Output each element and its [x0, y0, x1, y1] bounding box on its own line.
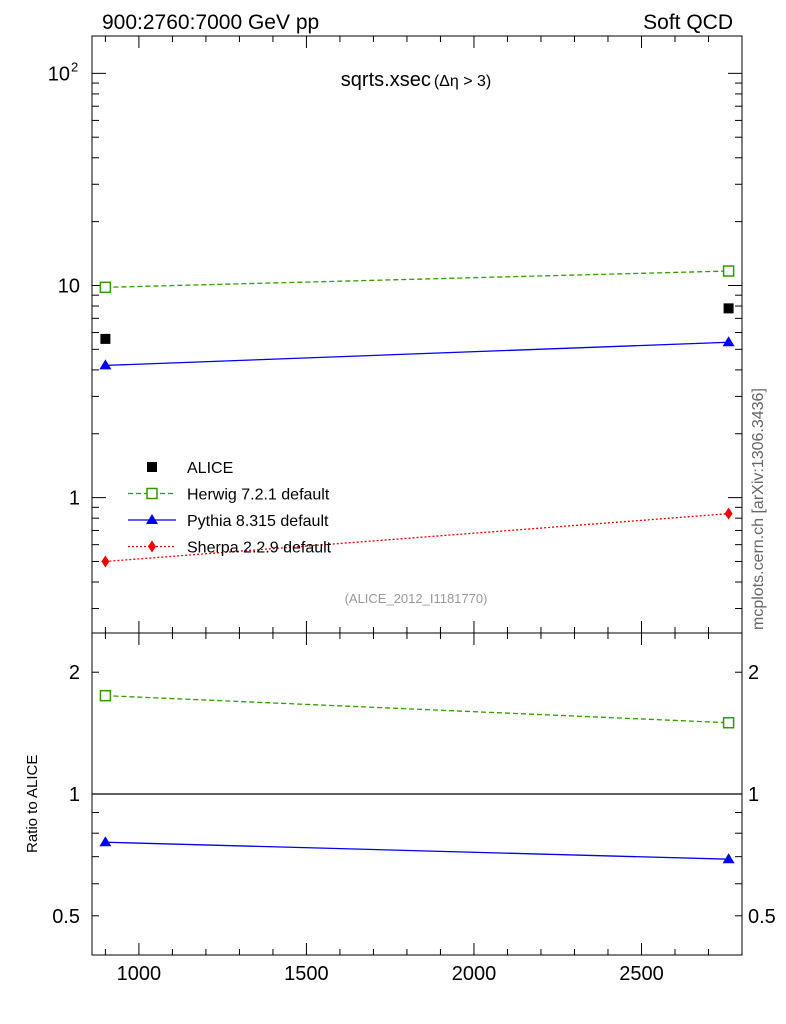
main-point-pythia-8-315-default	[722, 336, 735, 347]
legend-marker-sherpa-2-2-9-default	[148, 540, 156, 553]
ratio-y-tick-label-right: 0.5	[748, 906, 776, 928]
x-tick-label: 2500	[619, 963, 664, 985]
ratio-y-tick-label-right: 1	[748, 784, 759, 806]
main-series-line-sherpa-2-2-9-default	[105, 513, 729, 563]
main-point-alice	[100, 333, 111, 344]
legend-marker-alice	[147, 462, 157, 472]
header-right-label: Soft QCD	[643, 11, 733, 34]
legend-label-pythia-8-315-default: Pythia 8.315 default	[187, 513, 329, 530]
main-plot-title: sqrts.xsec (Δη > 3)	[341, 69, 491, 91]
main-plot-title-text: sqrts.xsec	[341, 69, 431, 91]
legend-label-herwig-7-2-1-default: Herwig 7.2.1 default	[187, 487, 330, 504]
main-series-line-pythia-8-315-default	[105, 341, 729, 367]
ratio-panel: 1000 1500 2000 2500 0.5 0.5 1 1 2 2	[52, 632, 776, 985]
legend-marker-herwig-7-2-1-default	[146, 487, 158, 500]
main-y-tick-label-exponent: 2	[71, 59, 78, 74]
ratio-point-herwig-7-2-1-default	[99, 689, 112, 702]
ratio-y-tick-label-left: 2	[69, 662, 80, 684]
main-point-herwig-7-2-1-default	[99, 281, 112, 294]
main-point-sherpa-2-2-9-default	[724, 507, 733, 520]
legend-label-alice: ALICE	[187, 460, 233, 477]
main-point-alice	[723, 303, 734, 314]
ratio-y-tick-label-right: 2	[748, 662, 759, 684]
ratio-point-pythia-8-315-default	[99, 836, 112, 847]
ratio-point-pythia-8-315-default	[722, 853, 735, 864]
ratio-series-line-herwig-7-2-1-default	[105, 695, 729, 724]
x-tick-label: 1000	[117, 963, 162, 985]
header-left-label: 900:2760:7000 GeV pp	[102, 11, 319, 34]
main-y-tick-label: 10	[48, 63, 70, 85]
ratio-y-tick-label-left: 1	[69, 784, 80, 806]
ratio-y-axis-label: Ratio to ALICE	[24, 755, 41, 853]
main-plot-title-suffix: (Δη > 3)	[434, 73, 491, 90]
legend-label-sherpa-2-2-9-default: Sherpa 2.2.9 default	[187, 540, 332, 557]
ratio-series-line-pythia-8-315-default	[105, 841, 729, 860]
main-point-sherpa-2-2-9-default	[101, 555, 110, 568]
x-tick-label: 1500	[284, 963, 329, 985]
main-y-tick-label: 1	[69, 488, 80, 510]
side-source-label: mcplots.cern.ch [arXiv:1306.3436]	[750, 388, 767, 630]
main-point-herwig-7-2-1-default	[722, 265, 735, 277]
analysis-label: (ALICE_2012_I1181770)	[345, 591, 488, 606]
ratio-point-herwig-7-2-1-default	[722, 717, 735, 729]
x-tick-label: 2000	[452, 963, 497, 985]
ratio-y-tick-label-left: 0.5	[52, 906, 80, 928]
main-point-pythia-8-315-default	[99, 359, 112, 370]
main-y-tick-label: 10	[58, 275, 80, 297]
legend-marker-pythia-8-315-default	[146, 514, 158, 524]
main-series-line-herwig-7-2-1-default	[105, 270, 729, 288]
